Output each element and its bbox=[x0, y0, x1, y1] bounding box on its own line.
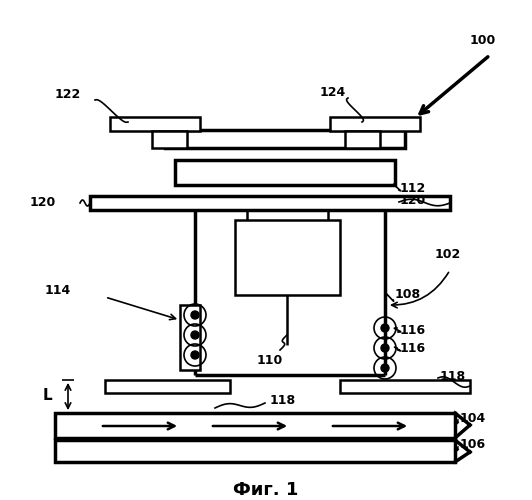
Bar bbox=[330, 117, 420, 131]
Circle shape bbox=[381, 364, 389, 372]
Text: Фиг. 1: Фиг. 1 bbox=[234, 481, 298, 499]
Text: 114: 114 bbox=[45, 284, 71, 296]
Text: 124: 124 bbox=[320, 86, 346, 98]
Circle shape bbox=[191, 331, 199, 339]
Bar bbox=[175, 160, 395, 185]
Text: 118: 118 bbox=[270, 394, 296, 406]
Text: 108: 108 bbox=[395, 288, 421, 302]
Text: 102: 102 bbox=[435, 248, 461, 262]
Text: 110: 110 bbox=[257, 354, 283, 366]
Text: 120: 120 bbox=[400, 194, 426, 206]
Text: 100: 100 bbox=[470, 34, 496, 46]
Text: 106: 106 bbox=[460, 438, 486, 452]
Text: L: L bbox=[42, 388, 52, 404]
Text: 120: 120 bbox=[30, 196, 56, 209]
Bar bbox=[110, 117, 200, 131]
Circle shape bbox=[381, 324, 389, 332]
Bar bbox=[340, 380, 470, 393]
Bar bbox=[165, 130, 405, 148]
Bar bbox=[55, 413, 455, 438]
Text: 104: 104 bbox=[460, 412, 486, 424]
Text: 116: 116 bbox=[400, 342, 426, 354]
Circle shape bbox=[191, 351, 199, 359]
Bar bbox=[180, 305, 200, 370]
Bar bbox=[105, 380, 230, 393]
Circle shape bbox=[381, 344, 389, 352]
Bar bbox=[235, 220, 340, 295]
Text: 112: 112 bbox=[400, 182, 426, 194]
Bar bbox=[345, 131, 380, 148]
Text: 118: 118 bbox=[440, 370, 466, 382]
Bar bbox=[152, 131, 187, 148]
Text: 122: 122 bbox=[55, 88, 81, 102]
Text: 116: 116 bbox=[400, 324, 426, 336]
Bar bbox=[55, 440, 455, 462]
Bar bbox=[90, 196, 450, 210]
Circle shape bbox=[191, 311, 199, 319]
